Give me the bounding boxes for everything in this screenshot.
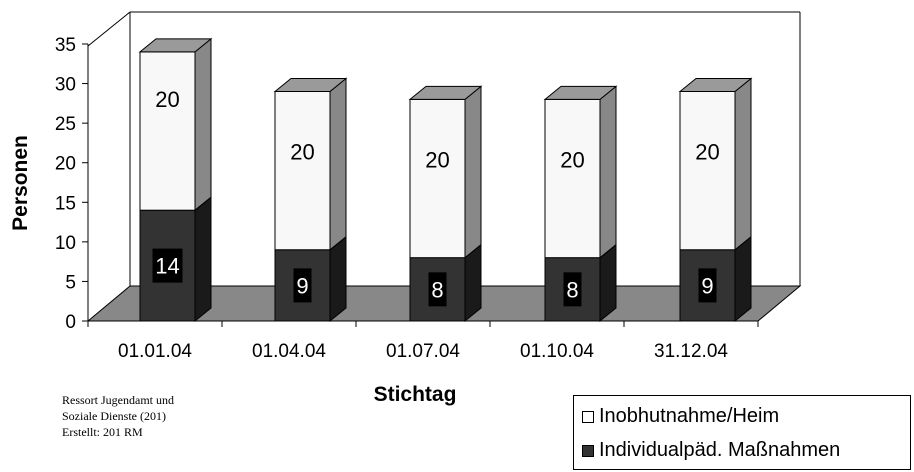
bar-segment (275, 91, 330, 249)
legend-swatch-white (582, 411, 594, 423)
x-tick-label: 01.10.04 (520, 341, 594, 362)
legend-item-individualpaed: Individualpäd. Maßnahmen (582, 439, 840, 462)
source-footnote: Ressort Jugendamt und Soziale Dienste (2… (62, 392, 174, 440)
data-label: 14 (155, 254, 179, 279)
bar-side-face (735, 237, 751, 321)
y-tick-label: 25 (55, 114, 76, 135)
legend-item-inobhutnahme: Inobhutnahme/Heim (582, 405, 779, 428)
y-tick-label: 10 (55, 233, 76, 254)
bar-side-face (330, 237, 346, 321)
data-label: 20 (425, 147, 449, 172)
bar-side-face (600, 86, 616, 257)
frame-top-left-edge (88, 12, 130, 46)
data-label: 20 (290, 139, 314, 164)
y-tick-label: 5 (65, 272, 76, 293)
bar-side-face (465, 86, 481, 257)
bar-side-face (735, 78, 751, 249)
legend-label-individualpaed: Individualpäd. Maßnahmen (599, 439, 840, 462)
y-tick-label: 35 (55, 35, 76, 56)
bar-side-face (195, 197, 211, 321)
data-label: 20 (695, 139, 719, 164)
x-tick-label: 01.04.04 (252, 341, 326, 362)
data-label: 8 (431, 277, 443, 302)
bar-segment (140, 52, 195, 210)
footnote-line-2: Soziale Dienste (201) (62, 408, 174, 424)
bar-side-face (195, 39, 211, 210)
data-label: 8 (566, 277, 578, 302)
y-tick-label: 15 (55, 193, 76, 214)
legend-label-inobhutnahme: Inobhutnahme/Heim (599, 405, 779, 428)
x-tick-label: 01.07.04 (386, 341, 460, 362)
y-tick-label: 0 (65, 312, 76, 333)
y-axis-title: Personen (9, 135, 32, 231)
bar-segment (410, 99, 465, 257)
data-label: 9 (701, 273, 713, 298)
data-label: 20 (560, 147, 584, 172)
bars: 14 20 9 20 8 20 8 20 9 20 (140, 39, 751, 321)
chart-legend: Inobhutnahme/Heim Individualpäd. Maßnahm… (573, 395, 911, 470)
footnote-line-3: Erstellt: 201 RM (62, 424, 174, 440)
bar-segment (545, 99, 600, 257)
footnote-line-1: Ressort Jugendamt und (62, 392, 174, 408)
bar-segment (680, 91, 735, 249)
bar-side-face (330, 78, 346, 249)
legend-swatch-dark (582, 445, 594, 457)
y-tick-label: 20 (55, 154, 76, 175)
x-axis-title: Stichtag (374, 383, 457, 406)
y-tick-label: 30 (55, 75, 76, 96)
x-axis: 01.01.04 01.04.04 01.07.04 01.10.04 31.12.04 (88, 321, 758, 362)
x-tick-label: 31.12.04 (654, 341, 728, 362)
x-tick-label: 01.01.04 (118, 341, 192, 362)
data-label: 20 (155, 87, 179, 112)
y-axis: 0 5 10 15 20 25 30 35 (55, 35, 88, 333)
data-label: 9 (296, 273, 308, 298)
